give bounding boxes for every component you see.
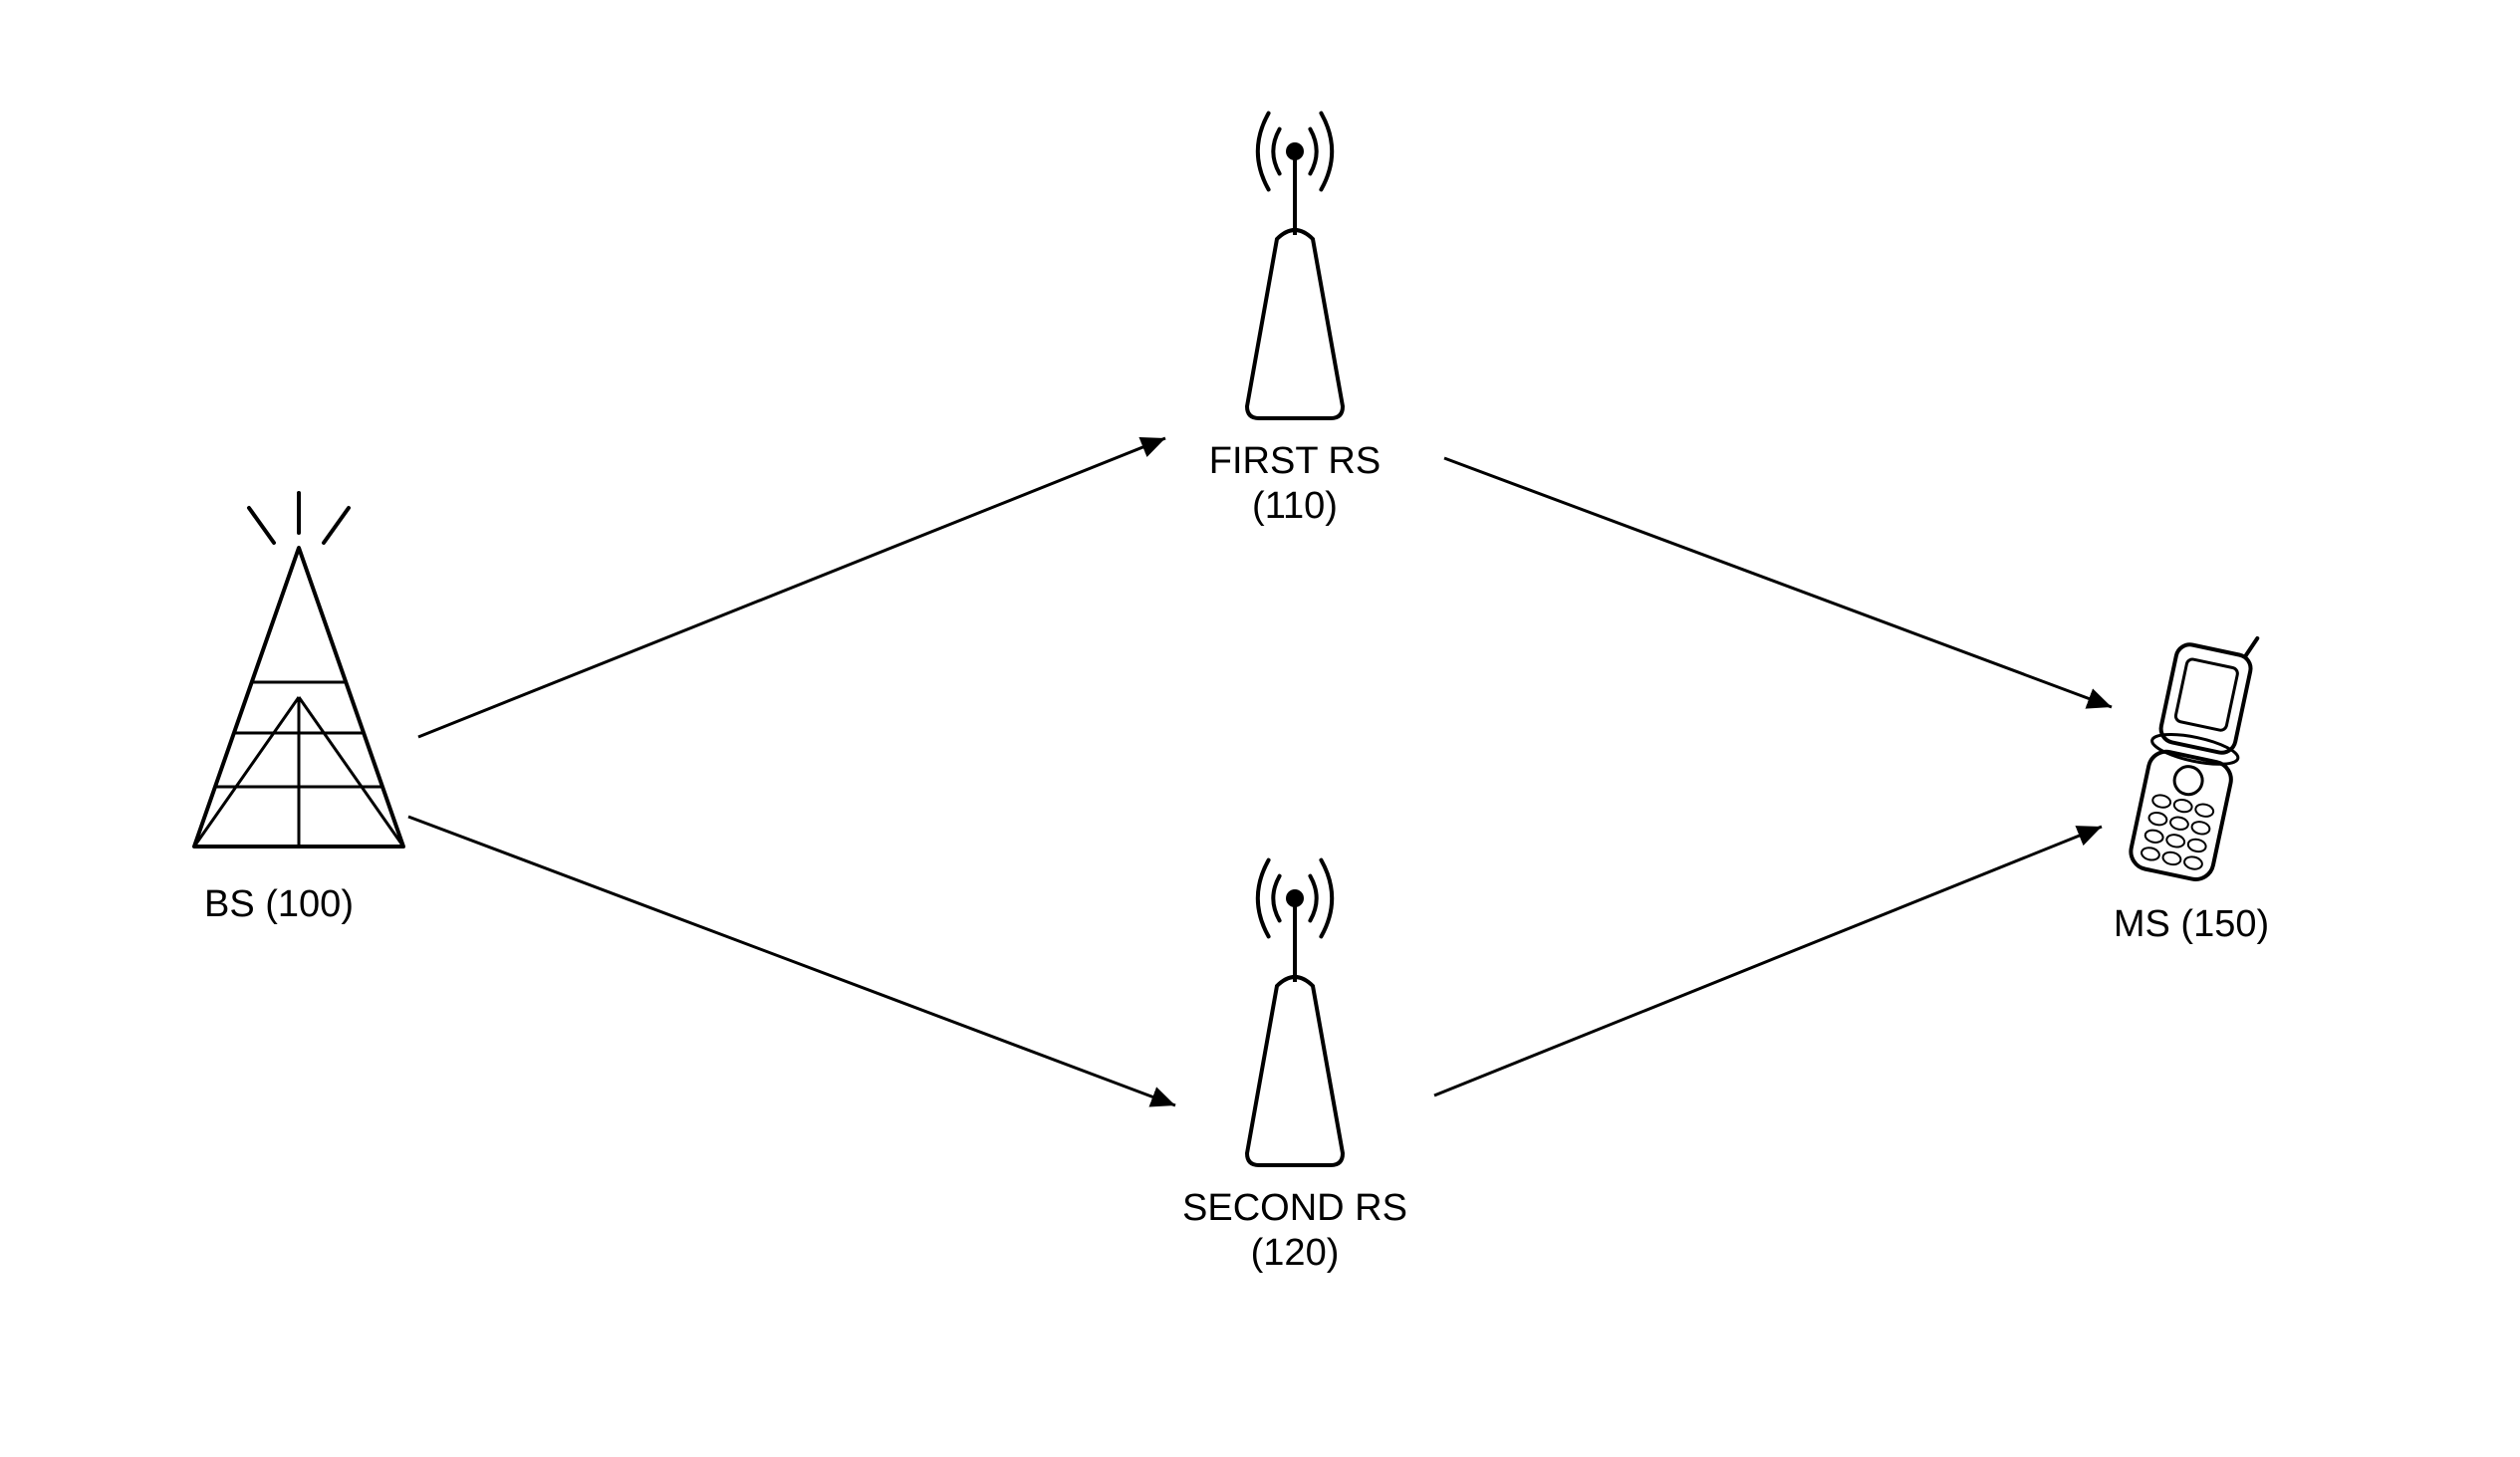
bs-node: BS (100) bbox=[194, 493, 403, 925]
ms-label: MS (150) bbox=[2114, 903, 2269, 945]
network-diagram: BS (100) FIRST RS(110) SECOND RS(120) MS (1… bbox=[0, 0, 2520, 1457]
edge-rs2-ms bbox=[1434, 827, 2102, 1095]
edge-bs-rs2 bbox=[408, 817, 1175, 1105]
rs2-node: SECOND RS(120) bbox=[1182, 860, 1407, 1274]
edge-bs-rs1 bbox=[418, 438, 1165, 737]
bs-label: BS (100) bbox=[204, 883, 354, 925]
rs2-node-label1: SECOND RS bbox=[1182, 1187, 1407, 1229]
rs2-node-label2: (120) bbox=[1251, 1232, 1340, 1274]
rs1-node: FIRST RS(110) bbox=[1209, 114, 1381, 527]
edge-rs1-ms bbox=[1444, 458, 2112, 707]
rs1-node-label2: (110) bbox=[1252, 485, 1338, 527]
rs1-node-label1: FIRST RS bbox=[1209, 440, 1381, 482]
ms-node: MS (150) bbox=[2105, 620, 2331, 977]
